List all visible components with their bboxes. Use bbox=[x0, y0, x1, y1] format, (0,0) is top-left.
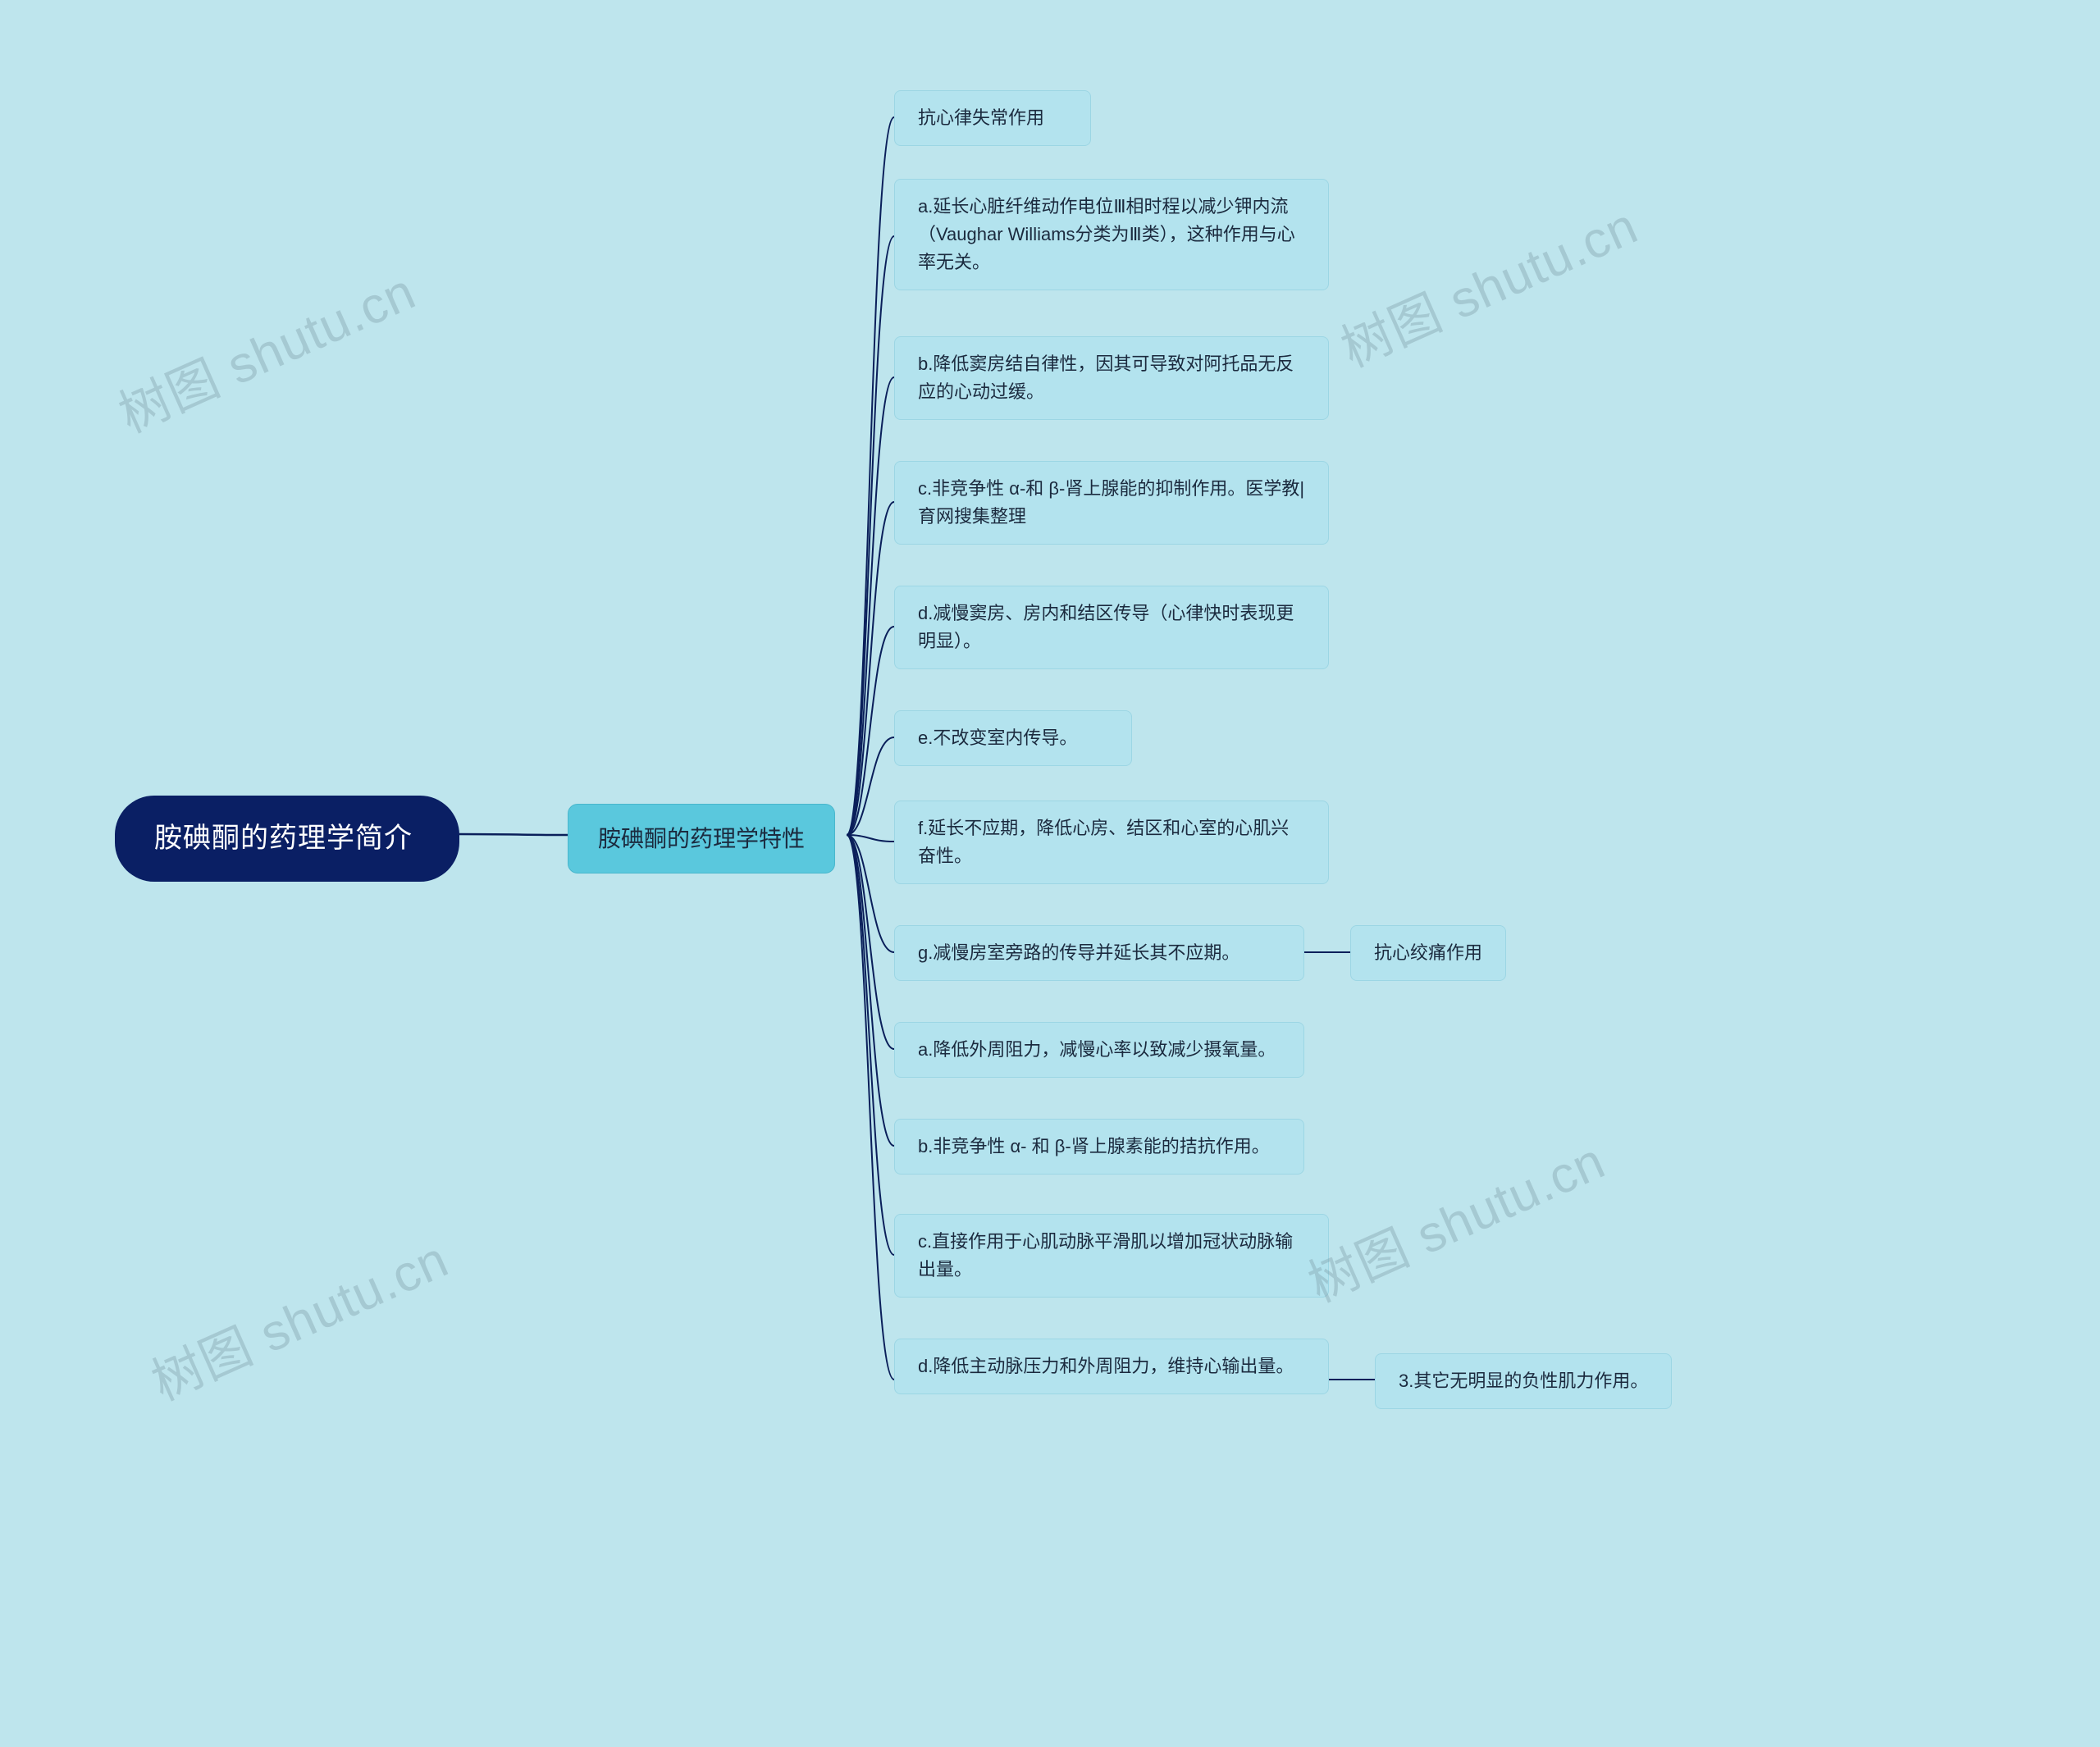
level2-label: a.降低外周阻力，减慢心率以致减少摄氧量。 bbox=[918, 1039, 1276, 1060]
level1-node[interactable]: 胺碘酮的药理学特性 bbox=[568, 804, 835, 874]
root-label: 胺碘酮的药理学简介 bbox=[154, 823, 413, 854]
watermark: 树图 shutu.cn bbox=[1294, 1120, 1614, 1316]
level2-node-2[interactable]: b.降低窦房结自律性，因其可导致对阿托品无反应的心动过缓。 bbox=[894, 336, 1329, 420]
level2-node-8[interactable]: a.降低外周阻力，减慢心率以致减少摄氧量。 bbox=[894, 1022, 1304, 1078]
level2-label: a.延长心脏纤维动作电位Ⅲ相时程以减少钾内流（Vaughar Williams分… bbox=[918, 196, 1295, 272]
level2-label: c.直接作用于心肌动脉平滑肌以增加冠状动脉输出量。 bbox=[918, 1231, 1293, 1279]
level2-node-3[interactable]: c.非竞争性 α-和 β-肾上腺能的抑制作用。医学教|育网搜集整理 bbox=[894, 461, 1329, 545]
level2-node-5[interactable]: e.不改变室内传导。 bbox=[894, 710, 1132, 766]
level2-label: b.非竞争性 α- 和 β-肾上腺素能的拮抗作用。 bbox=[918, 1136, 1270, 1156]
level2-node-11[interactable]: d.降低主动脉压力和外周阻力，维持心输出量。 bbox=[894, 1339, 1329, 1394]
level2-node-0[interactable]: 抗心律失常作用 bbox=[894, 90, 1091, 146]
level2-label: b.降低窦房结自律性，因其可导致对阿托品无反应的心动过缓。 bbox=[918, 354, 1294, 402]
level3-node-0[interactable]: 抗心绞痛作用 bbox=[1350, 925, 1506, 981]
level2-label: f.延长不应期，降低心房、结区和心室的心肌兴奋性。 bbox=[918, 818, 1289, 866]
level3-node-1[interactable]: 3.其它无明显的负性肌力作用。 bbox=[1375, 1353, 1672, 1409]
level2-label: 抗心律失常作用 bbox=[918, 107, 1044, 128]
level3-label: 抗心绞痛作用 bbox=[1374, 942, 1482, 963]
level2-node-9[interactable]: b.非竞争性 α- 和 β-肾上腺素能的拮抗作用。 bbox=[894, 1119, 1304, 1175]
level2-node-7[interactable]: g.减慢房室旁路的传导并延长其不应期。 bbox=[894, 925, 1304, 981]
level2-node-6[interactable]: f.延长不应期，降低心房、结区和心室的心肌兴奋性。 bbox=[894, 801, 1329, 884]
level2-label: c.非竞争性 α-和 β-肾上腺能的抑制作用。医学教|育网搜集整理 bbox=[918, 478, 1304, 527]
level2-node-1[interactable]: a.延长心脏纤维动作电位Ⅲ相时程以减少钾内流（Vaughar Williams分… bbox=[894, 179, 1329, 290]
watermark: 树图 shutu.cn bbox=[138, 1218, 458, 1414]
level2-label: d.减慢窦房、房内和结区传导（心律快时表现更明显）。 bbox=[918, 603, 1294, 651]
root-node[interactable]: 胺碘酮的药理学简介 bbox=[115, 796, 459, 882]
level2-label: e.不改变室内传导。 bbox=[918, 728, 1077, 748]
level2-node-10[interactable]: c.直接作用于心肌动脉平滑肌以增加冠状动脉输出量。 bbox=[894, 1214, 1329, 1298]
level1-label: 胺碘酮的药理学特性 bbox=[598, 826, 805, 851]
level2-label: d.降低主动脉压力和外周阻力，维持心输出量。 bbox=[918, 1356, 1294, 1376]
level2-label: g.减慢房室旁路的传导并延长其不应期。 bbox=[918, 942, 1239, 963]
watermark: 树图 shutu.cn bbox=[1327, 185, 1647, 381]
watermark: 树图 shutu.cn bbox=[105, 250, 425, 446]
level2-node-4[interactable]: d.减慢窦房、房内和结区传导（心律快时表现更明显）。 bbox=[894, 586, 1329, 669]
level3-label: 3.其它无明显的负性肌力作用。 bbox=[1399, 1371, 1648, 1391]
